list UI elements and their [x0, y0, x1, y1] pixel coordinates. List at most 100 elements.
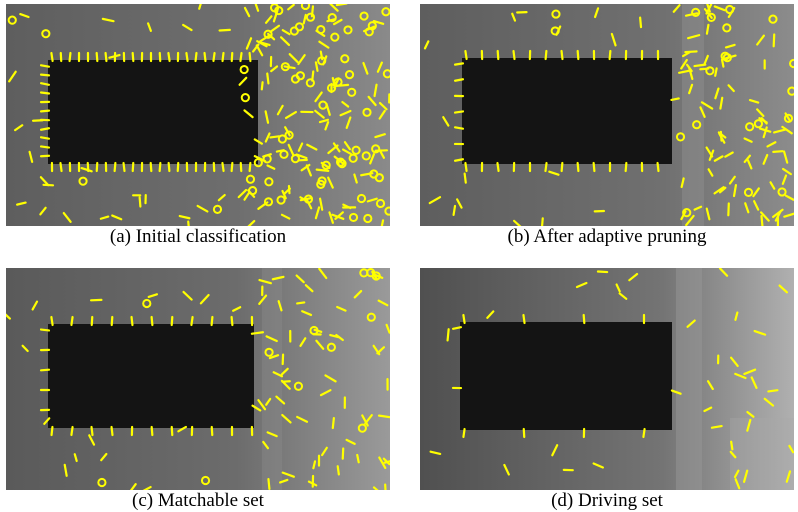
feature-circle: [321, 160, 331, 170]
feature-tick: [110, 425, 114, 437]
feature-tick: [576, 49, 580, 61]
feature-tick: [176, 161, 180, 173]
feature-tick: [624, 161, 628, 173]
feature-circle: [263, 29, 273, 39]
feature-tick: [324, 374, 337, 383]
feature-tick: [336, 305, 347, 312]
feature-tick: [149, 161, 153, 173]
feature-tick: [703, 406, 713, 413]
feature-tick: [314, 206, 321, 220]
feature-tick: [540, 217, 544, 226]
feature-circle: [335, 157, 346, 167]
feature-circle: [381, 7, 390, 17]
feature-tick: [264, 15, 273, 24]
feature-tick: [296, 415, 309, 423]
dark-rectangle: [460, 322, 672, 430]
feature-circle: [348, 153, 358, 163]
feature-tick: [277, 300, 283, 312]
feature-tick: [70, 315, 74, 327]
feature-tick: [356, 453, 360, 464]
feature-tick: [756, 108, 765, 118]
feature-tick: [785, 470, 792, 483]
feature-tick: [452, 204, 457, 216]
feature-tick: [781, 125, 793, 135]
feature-tick: [608, 49, 612, 61]
feature-tick: [299, 337, 307, 347]
feature-tick: [212, 51, 216, 63]
feature-tick: [699, 106, 706, 118]
feature-circle: [293, 381, 304, 391]
feature-tick: [258, 278, 272, 285]
feature-circle: [276, 195, 286, 205]
feature-tick: [560, 49, 564, 61]
feature-tick: [280, 367, 289, 376]
feature-tick: [453, 62, 465, 66]
panel-d-image: [420, 268, 794, 490]
feature-tick: [210, 315, 214, 327]
feature-tick: [369, 153, 376, 165]
feature-tick: [258, 294, 268, 305]
feature-tick: [718, 186, 727, 194]
feature-tick: [672, 4, 681, 13]
feature-tick: [283, 65, 296, 70]
feature-circle: [263, 197, 274, 207]
feature-tick: [384, 483, 387, 490]
feature-circle: [743, 187, 754, 197]
feature-tick: [451, 326, 463, 330]
feature-tick: [8, 70, 17, 83]
feature-tick: [544, 161, 548, 173]
feature-tick: [729, 356, 739, 367]
feature-tick: [628, 272, 639, 282]
feature-markers: [429, 268, 794, 490]
feature-circle: [333, 77, 343, 87]
feature-tick: [544, 49, 548, 61]
feature-circle: [245, 174, 256, 184]
feature-circle: [7, 15, 17, 25]
feature-tick: [130, 315, 134, 327]
feature-tick: [167, 161, 171, 173]
feature-tick: [256, 40, 268, 48]
feature-tick: [378, 109, 386, 120]
feature-circle: [290, 154, 300, 164]
feature-tick: [772, 150, 784, 153]
feature-tick: [306, 143, 318, 151]
feature-tick: [343, 141, 352, 151]
feature-tick: [210, 425, 214, 437]
feature-tick: [335, 4, 348, 7]
feature-tick: [266, 72, 270, 85]
feature-tick: [14, 124, 24, 132]
feature-tick: [680, 177, 685, 189]
feature-tick: [496, 49, 500, 61]
feature-tick: [684, 12, 699, 17]
feature-tick: [713, 186, 725, 195]
feature-tick: [615, 283, 621, 293]
feature-tick: [656, 161, 660, 173]
panel-d: (d) Driving set: [420, 268, 794, 511]
feature-tick: [742, 469, 749, 483]
feature-tick: [684, 50, 698, 54]
feature-circle: [78, 176, 88, 186]
feature-tick: [250, 331, 265, 335]
feature-circle: [305, 12, 316, 22]
feature-tick: [373, 273, 384, 279]
feature-circle: [326, 83, 337, 93]
feature-tick: [773, 128, 787, 134]
caption-a: (a) Initial classification: [109, 226, 287, 247]
feature-tick: [142, 485, 152, 490]
feature-tick: [423, 40, 430, 50]
feature-tick: [43, 417, 51, 425]
feature-tick: [522, 313, 526, 325]
feature-tick: [264, 110, 270, 124]
feature-tick: [706, 380, 714, 391]
feature-tick: [247, 219, 256, 226]
feature-tick: [320, 161, 331, 170]
feature-tick: [245, 37, 253, 50]
feature-tick: [377, 299, 389, 307]
feature-tick: [670, 97, 680, 102]
feature-tick: [331, 416, 335, 430]
feature-circle: [212, 204, 223, 214]
feature-circle: [706, 12, 716, 22]
feature-tick: [703, 8, 713, 19]
feature-tick: [724, 43, 736, 49]
feature-tick: [783, 212, 794, 218]
